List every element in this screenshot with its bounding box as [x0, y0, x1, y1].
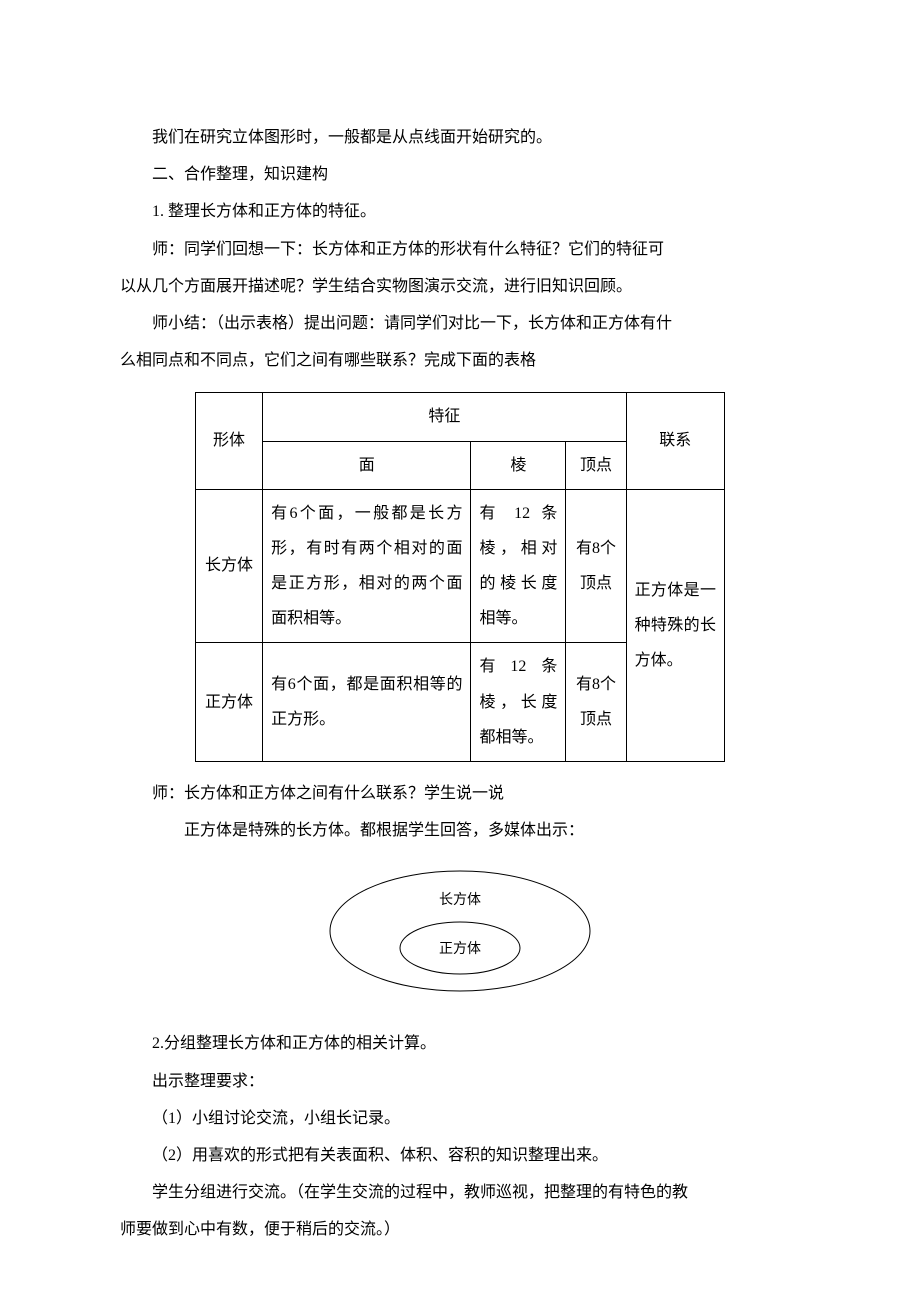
- header-features: 特征: [263, 393, 626, 441]
- header-shape: 形体: [196, 393, 263, 489]
- table-row-cuboid: 长方体 有6个面，一般都是长方形，有时有两个相对的面是正方形，相对的两个面面积相…: [196, 489, 725, 643]
- subheader-vertex: 顶点: [566, 441, 626, 489]
- paragraph-teacher-q-cont: 以从几个方面展开描述呢？学生结合实物图演示交流，进行旧知识回顾。: [120, 269, 800, 304]
- requirement-2: （2）用喜欢的形式把有关表面积、体积、容积的知识整理出来。: [120, 1138, 800, 1173]
- paragraph-group-ex: 学生分组进行交流。（在学生交流的过程中，教师巡视，把整理的有特色的教: [120, 1175, 800, 1210]
- paragraph-intro: 我们在研究立体图形时，一般都是从点线面开始研究的。: [120, 120, 800, 155]
- paragraph-teacher-q: 师：同学们回想一下：长方体和正方体的形状有什么特征？它们的特征可: [120, 232, 800, 267]
- outer-ellipse: [330, 871, 590, 991]
- subheader-edge: 棱: [471, 441, 566, 489]
- cell-cube-face: 有6个面，都是面积相等的正方形。: [263, 643, 471, 762]
- cell-cuboid-face: 有6个面，一般都是长方形，有时有两个相对的面是正方形，相对的两个面面积相等。: [263, 489, 471, 643]
- paragraph-relation-a: 正方体是特殊的长方体。都根据学生回答，多媒体出示：: [120, 813, 800, 848]
- item-1-heading: 1. 整理长方体和正方体的特征。: [120, 194, 800, 229]
- outer-label: 长方体: [439, 892, 481, 908]
- paragraph-requirements: 出示整理要求：: [120, 1064, 800, 1099]
- header-relation: 联系: [626, 393, 724, 489]
- paragraph-relation-q: 师：长方体和正方体之间有什么联系？学生说一说: [120, 776, 800, 811]
- requirement-1: （1）小组讨论交流，小组长记录。: [120, 1101, 800, 1136]
- inner-label: 正方体: [439, 941, 481, 957]
- cell-cuboid-edge: 有 12 条棱，相对的棱长度相等。: [471, 489, 566, 643]
- paragraph-summary-line1: 师小结：（出示表格）提出问题：请同学们对比一下，长方体和正方体有什: [152, 315, 672, 332]
- cell-cube-edge: 有12条棱，长度都相等。: [471, 643, 566, 762]
- paragraph-summary-cont: 么相同点和不同点，它们之间有哪些联系？完成下面的表格: [120, 343, 800, 378]
- cell-cube-shape: 正方体: [196, 643, 263, 762]
- paragraph-group-ex-cont: 师要做到心中有数，便于稍后的交流。）: [120, 1212, 800, 1247]
- cell-relation: 正方体是一种特殊的长方体。: [626, 489, 724, 761]
- cell-cuboid-vertex: 有8个顶点: [566, 489, 626, 643]
- table-header-row-1: 形体 特征 联系: [196, 393, 725, 441]
- paragraph-group-ex-line1: 学生分组进行交流。（在学生交流的过程中，教师巡视，把整理的有特色的教: [152, 1184, 688, 1201]
- section-heading: 二、合作整理，知识建构: [120, 157, 800, 192]
- item-2-heading: 2.分组整理长方体和正方体的相关计算。: [120, 1026, 800, 1061]
- paragraph-teacher-q-line1: 师：同学们回想一下：长方体和正方体的形状有什么特征？它们的特征可: [152, 241, 664, 258]
- subheader-face: 面: [263, 441, 471, 489]
- cell-cuboid-shape: 长方体: [196, 489, 263, 643]
- paragraph-summary: 师小结：（出示表格）提出问题：请同学们对比一下，长方体和正方体有什: [120, 306, 800, 341]
- venn-diagram-container: 长方体 正方体: [120, 866, 800, 996]
- features-table: 形体 特征 联系 面 棱 顶点 长方体 有6个面，一般都是长方形，有时有两个相对…: [195, 392, 725, 762]
- cell-cube-vertex: 有8个顶点: [566, 643, 626, 762]
- venn-diagram: 长方体 正方体: [320, 866, 600, 996]
